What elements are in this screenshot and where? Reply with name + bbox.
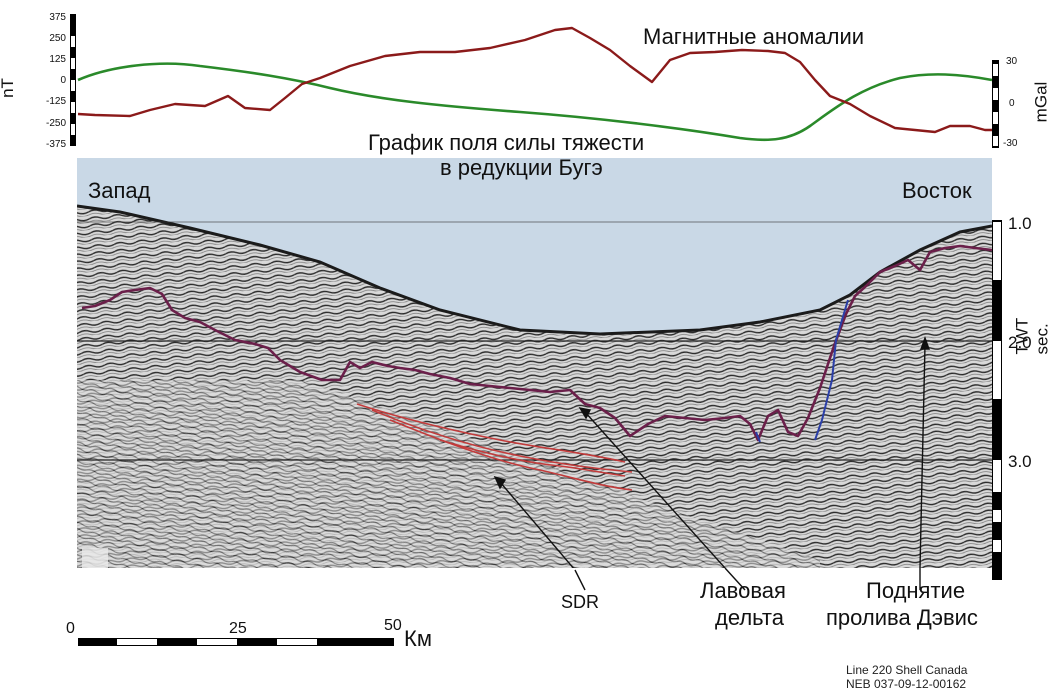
nt-tick-250: 250 [49, 33, 66, 44]
deep-dipping-reflections [77, 380, 820, 568]
lava-delta-label-line2: дельта [715, 605, 784, 630]
basement-horizon [81, 244, 992, 442]
annotation-arrows [493, 335, 930, 568]
nt-tick-0: 0 [60, 75, 66, 86]
nt-axis-label: nT [0, 78, 17, 98]
gravity-title-line1: График поля силы тяжести [368, 130, 645, 155]
nt-tick-neg125: -125 [45, 96, 66, 107]
fault-line [814, 299, 849, 441]
magnetic-anomaly-title: Магнитные аномалии [643, 24, 865, 49]
twt-tick-3: 3.0 [1008, 452, 1032, 471]
nt-tick-neg250: -250 [45, 118, 66, 129]
west-label: Запад [88, 178, 151, 203]
gravity-bouguer-curve [77, 62, 993, 142]
sdr-label: SDR [561, 592, 600, 612]
twt-tick-2: 2.0 [1008, 333, 1032, 352]
nt-tick-neg375: -375 [45, 139, 66, 150]
east-label: Восток [902, 178, 972, 203]
twt-tick-1: 1.0 [1008, 214, 1032, 233]
left-scale-bar [70, 14, 76, 146]
right-scale-bar [992, 60, 999, 148]
anomaly-graph [70, 14, 999, 148]
davis-uplift-label-line2: пролива Дэвис [826, 605, 978, 630]
seismic-section [77, 158, 992, 568]
davis-uplift-label-line1: Поднятие [866, 578, 966, 603]
lava-delta-label-line1: Лавовая [700, 578, 786, 603]
mgal-tick-0: 0 [1009, 98, 1015, 109]
credit-line2: NEB 037-09-12-00162 [846, 677, 967, 691]
sdr-reflectors [356, 403, 633, 491]
mgal-tick-30: 30 [1006, 56, 1018, 67]
water-column [77, 158, 992, 334]
mgal-tick-neg30: -30 [1003, 138, 1018, 149]
scale-tick-50: 50 [384, 617, 402, 634]
seafloor-reflector [77, 204, 992, 336]
nt-tick-125: 125 [49, 54, 66, 65]
nt-tick-375: 375 [49, 12, 66, 23]
twt-scale-bar [992, 220, 1002, 580]
credit-line1: Line 220 Shell Canada [846, 663, 968, 677]
scale-tick-0: 0 [66, 620, 75, 637]
scale-tick-25: 25 [229, 620, 247, 637]
gravity-title-line2: в редукции Бугэ [440, 155, 603, 180]
magnetic-anomaly-curve [77, 26, 992, 134]
twt-axis-label: TWT sec. [1012, 317, 1052, 355]
km-scale-bar [78, 638, 394, 646]
scale-unit-km: Км [404, 626, 432, 651]
mgal-axis-label: mGal [1031, 81, 1051, 123]
arrow-leaders [574, 567, 921, 591]
